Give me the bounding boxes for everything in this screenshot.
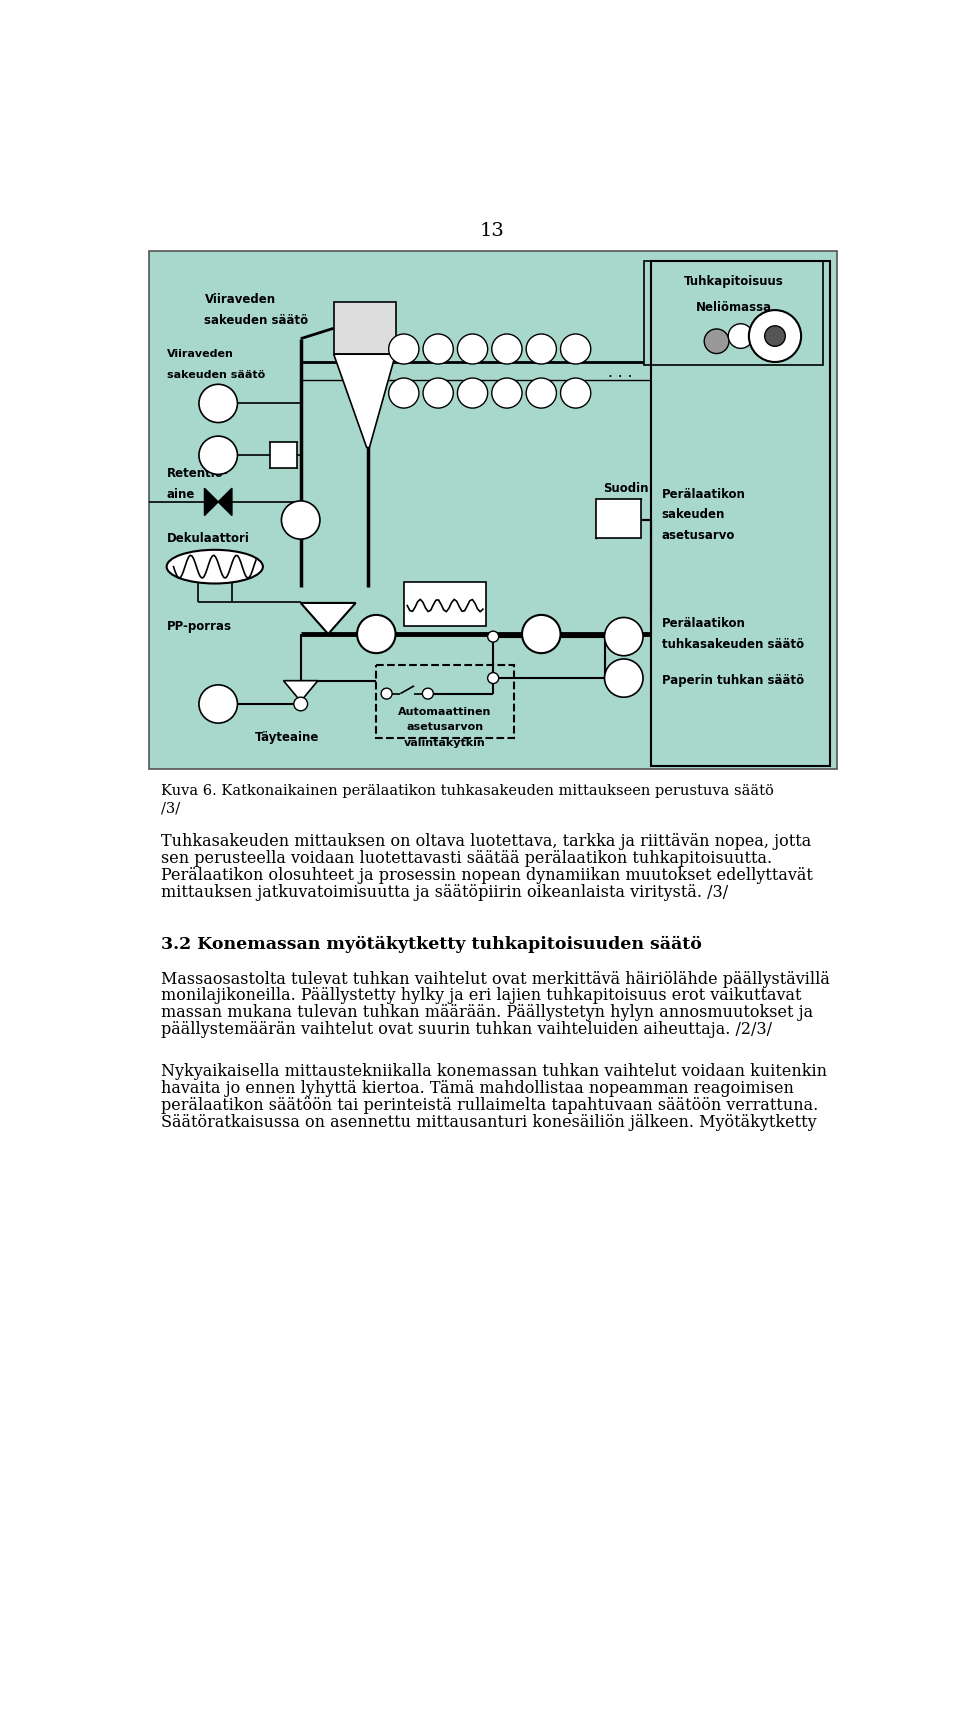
Ellipse shape: [457, 333, 488, 364]
Text: sakeuden säätö: sakeuden säätö: [204, 314, 308, 326]
Ellipse shape: [167, 550, 263, 583]
Ellipse shape: [492, 333, 522, 364]
Ellipse shape: [488, 673, 498, 684]
Text: FIC: FIC: [211, 699, 225, 708]
Ellipse shape: [605, 618, 643, 656]
Text: Suodin: Suodin: [603, 482, 649, 496]
Bar: [270, 442, 298, 468]
Ellipse shape: [488, 632, 498, 642]
Ellipse shape: [357, 614, 396, 652]
Ellipse shape: [457, 378, 488, 408]
Bar: [644, 260, 823, 364]
Bar: [404, 583, 487, 626]
Text: PP-porras: PP-porras: [167, 619, 231, 633]
Text: 13: 13: [480, 222, 504, 239]
Text: Viiraveden: Viiraveden: [204, 293, 276, 307]
Text: Täyteaine: Täyteaine: [254, 730, 319, 744]
Text: Massaosastolta tulevat tuhkan vaihtelut ovat merkittävä häiriölähde päällystävil: Massaosastolta tulevat tuhkan vaihtelut …: [161, 970, 830, 987]
Ellipse shape: [381, 689, 392, 699]
Ellipse shape: [705, 330, 729, 354]
Text: sakeuden säätö: sakeuden säätö: [167, 370, 265, 380]
Ellipse shape: [199, 383, 237, 423]
Text: Tuhkasakeuden mittauksen on oltava luotettava, tarkka ja riittävän nopea, jotta: Tuhkasakeuden mittauksen on oltava luote…: [161, 833, 811, 850]
Text: asetusarvo: asetusarvo: [661, 529, 735, 541]
Ellipse shape: [423, 333, 453, 364]
Ellipse shape: [749, 311, 802, 363]
Text: QIC: QIC: [210, 399, 226, 408]
Ellipse shape: [281, 501, 320, 540]
Text: QIC: QIC: [616, 673, 632, 682]
Text: Automaattinen: Automaattinen: [398, 706, 492, 717]
Text: Kuva 6. Katkonaikainen perälaatikon tuhkasakeuden mittaukseen perustuva säätö: Kuva 6. Katkonaikainen perälaatikon tuhk…: [161, 784, 774, 798]
Text: Tuhkapitoisuus: Tuhkapitoisuus: [684, 276, 783, 288]
Text: Retentio-: Retentio-: [167, 467, 228, 481]
Ellipse shape: [526, 378, 557, 408]
Text: Dekulaattori: Dekulaattori: [167, 531, 250, 545]
Text: sakeuden: sakeuden: [661, 508, 725, 520]
Ellipse shape: [294, 697, 307, 711]
Bar: [334, 302, 396, 354]
Text: tuhkasakeuden säätö: tuhkasakeuden säätö: [661, 638, 804, 651]
Text: massan mukana tulevan tuhkan määrään. Päällystetyn hylyn annosmuutokset ja: massan mukana tulevan tuhkan määrään. Pä…: [161, 1005, 813, 1022]
Ellipse shape: [729, 324, 753, 349]
Text: Säätöratkaisussa on asennettu mittausanturi konesäiliön jälkeen. Myötäkytketty: Säätöratkaisussa on asennettu mittausant…: [161, 1114, 817, 1131]
Ellipse shape: [605, 659, 643, 697]
Text: . . .: . . .: [608, 364, 633, 380]
Ellipse shape: [389, 378, 419, 408]
Bar: [651, 260, 830, 767]
Polygon shape: [283, 680, 318, 701]
Text: FIC: FIC: [211, 451, 225, 460]
Ellipse shape: [423, 378, 453, 408]
Text: 3.2 Konemassan myötäkytketty tuhkapitoisuuden säätö: 3.2 Konemassan myötäkytketty tuhkapitois…: [161, 935, 702, 953]
Ellipse shape: [422, 689, 433, 699]
Bar: [596, 500, 641, 538]
Text: Nykyaikaisella mittaustekniikalla konemassan tuhkan vaihtelut voidaan kuitenkin: Nykyaikaisella mittaustekniikalla konema…: [161, 1064, 828, 1079]
Ellipse shape: [561, 378, 590, 408]
Text: mittauksen jatkuvatoimisuutta ja säätöpiirin oikeanlaista viritystä. /3/: mittauksen jatkuvatoimisuutta ja säätöpi…: [161, 885, 729, 900]
Text: Viiraveden: Viiraveden: [167, 349, 233, 359]
Text: sen perusteella voidaan luotettavasti säätää perälaatikon tuhkapitoisuutta.: sen perusteella voidaan luotettavasti sä…: [161, 850, 772, 868]
Polygon shape: [204, 488, 232, 515]
Polygon shape: [334, 354, 396, 448]
Text: Neliömassa: Neliömassa: [696, 302, 772, 314]
Ellipse shape: [492, 378, 522, 408]
Bar: [150, 250, 837, 769]
Ellipse shape: [199, 435, 237, 474]
Text: Paperin tuhkan säätö: Paperin tuhkan säätö: [661, 675, 804, 687]
Text: Perälaatikon: Perälaatikon: [661, 618, 746, 630]
Text: perälaatikon säätöön tai perinteistä rullaimelta tapahtuvaan säätöön verrattuna.: perälaatikon säätöön tai perinteistä rul…: [161, 1097, 818, 1114]
Text: valintakytkin: valintakytkin: [404, 737, 486, 748]
Text: asetusarvon: asetusarvon: [406, 722, 484, 732]
Ellipse shape: [522, 614, 561, 652]
Text: aine: aine: [167, 488, 195, 501]
Text: Perälaatikon: Perälaatikon: [661, 488, 746, 501]
Ellipse shape: [389, 333, 419, 364]
Ellipse shape: [526, 333, 557, 364]
Text: Perälaatikon olosuhteet ja prosessin nopean dynamiikan muutokset edellyttavät: Perälaatikon olosuhteet ja prosessin nop…: [161, 868, 813, 885]
Text: päällystemäärän vaihtelut ovat suurin tuhkan vaihteluiden aiheuttaja. /2/3/: päällystemäärän vaihtelut ovat suurin tu…: [161, 1022, 772, 1038]
Ellipse shape: [561, 333, 590, 364]
Text: monilajikoneilla. Päällystetty hylky ja eri lajien tuhkapitoisuus erot vaikuttav: monilajikoneilla. Päällystetty hylky ja …: [161, 987, 802, 1005]
Ellipse shape: [765, 326, 785, 347]
Text: /3/: /3/: [161, 802, 180, 815]
Ellipse shape: [199, 685, 237, 723]
Text: QIC: QIC: [616, 632, 632, 642]
Text: havaita jo ennen lyhyttä kiertoa. Tämä mahdollistaa nopeamman reagoimisen: havaita jo ennen lyhyttä kiertoa. Tämä m…: [161, 1079, 794, 1097]
Polygon shape: [300, 604, 355, 633]
